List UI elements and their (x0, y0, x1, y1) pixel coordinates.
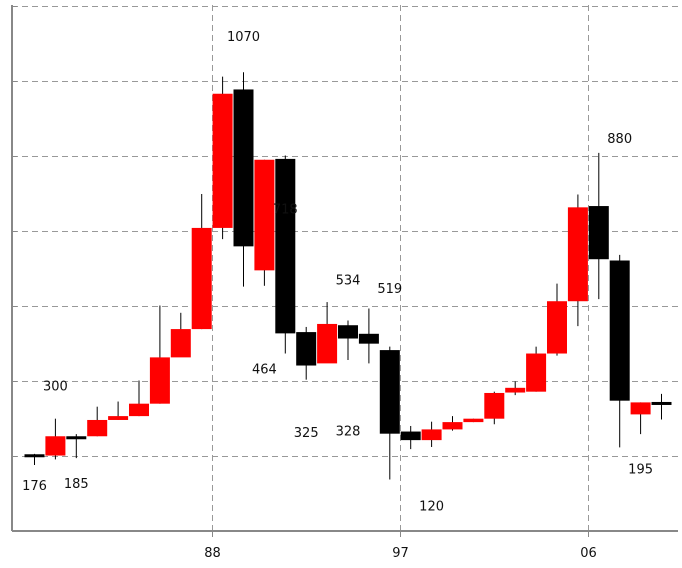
candle-body-down (651, 401, 672, 405)
data-label: 1070 (227, 30, 260, 45)
candle-body-up (421, 429, 442, 441)
x-tick-label: 06 (580, 546, 597, 561)
candle-body-down (24, 454, 45, 458)
axis-layer: 88 97 06 (11, 5, 678, 561)
candle-body-up (463, 418, 484, 423)
data-label: 718 (273, 203, 298, 218)
grid-layer (12, 5, 678, 531)
candle-body-up (212, 93, 233, 228)
label-layer: 176 300 185 1070 718 464 534 519 325 328 120 880 195 (22, 30, 653, 515)
data-label: 880 (607, 132, 632, 147)
data-label: 120 (419, 500, 444, 515)
data-label: 519 (377, 282, 402, 297)
candle-body-up (442, 422, 463, 430)
candle-layer (24, 72, 672, 480)
candle-body-down (588, 206, 609, 260)
data-label: 328 (336, 425, 361, 440)
candle-body-down (66, 436, 87, 440)
candle-body-up (567, 207, 588, 302)
candle-body-down (358, 333, 379, 344)
candle-body-up (149, 357, 170, 404)
candle-body-down (275, 158, 296, 334)
candle-body-up (505, 387, 526, 393)
data-label: 195 (628, 462, 653, 477)
candle-body-up (87, 419, 108, 437)
candle-body-down (296, 332, 317, 366)
candle-body-up (191, 227, 212, 330)
candle-body-down (400, 431, 421, 441)
candle-body-up (630, 402, 651, 415)
candle-body-up (45, 436, 66, 456)
candle-body-up (170, 329, 191, 358)
candle-body-up (547, 301, 567, 354)
candle-body-down (609, 260, 630, 401)
data-label: 185 (64, 477, 89, 492)
candle-body-down (233, 89, 254, 247)
candle-body-up (108, 416, 129, 420)
candle-body-up (526, 353, 547, 392)
candle-body-up (129, 403, 149, 417)
data-label: 325 (294, 426, 319, 441)
candle-body-up (317, 323, 338, 364)
x-tick-label: 88 (204, 546, 221, 561)
candle-body-up (254, 159, 275, 271)
x-tick-label: 97 (392, 546, 409, 561)
data-label: 176 (22, 479, 47, 494)
data-label: 534 (336, 273, 361, 288)
data-label: 464 (252, 363, 277, 378)
candle-body-down (379, 350, 400, 434)
candle-body-up (484, 392, 505, 419)
candle-body-down (338, 325, 358, 339)
data-label: 300 (43, 380, 68, 395)
